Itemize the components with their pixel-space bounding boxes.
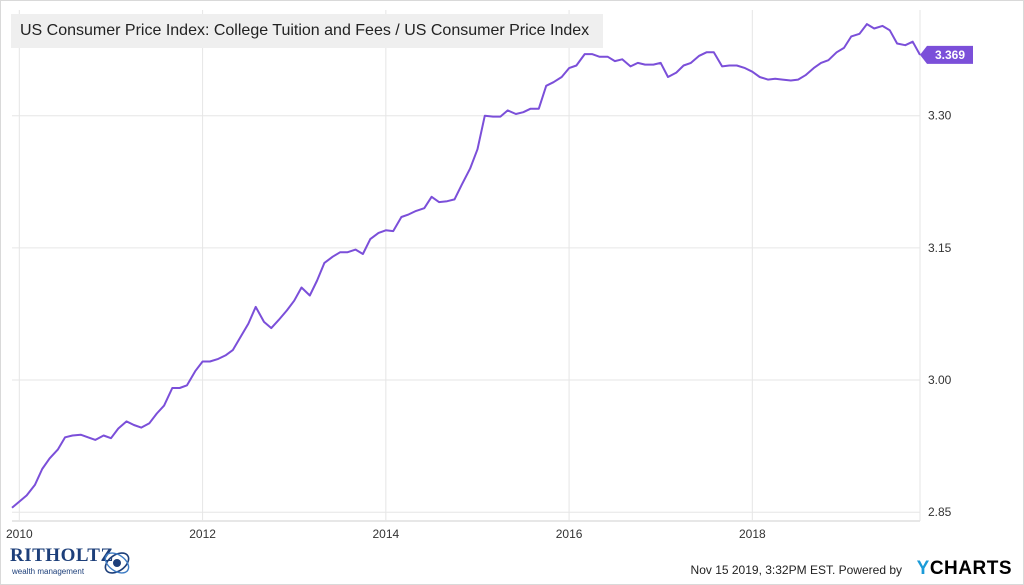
logo-emblem-icon: [104, 552, 130, 574]
ycharts-logo-y: Y: [916, 558, 930, 579]
last-value-badge: [920, 45, 973, 64]
series-layer: [11, 23, 921, 509]
series-line-0: [11, 23, 921, 509]
y-tick-label: 2.85: [928, 505, 952, 519]
x-tick-label: 2018: [739, 527, 766, 541]
timestamp-text: Nov 15 2019, 3:32PM EST.: [690, 563, 836, 577]
footer-timestamp: Nov 15 2019, 3:32PM EST. Powered by: [691, 563, 902, 577]
y-tick-label: 3.30: [928, 109, 952, 123]
chart-title: US Consumer Price Index: College Tuition…: [11, 14, 604, 48]
y-tick-label: 3.15: [928, 241, 952, 255]
last-value-badge-layer: 3.369: [920, 45, 973, 64]
y-tick-label: 3.00: [928, 373, 952, 387]
powered-by-text: Powered by: [838, 563, 902, 577]
ycharts-logo[interactable]: YCHARTS: [917, 558, 1012, 580]
logo-wordmark: RITHOLTZ: [10, 545, 114, 566]
gridlines: [12, 10, 921, 522]
logo-tagline: wealth management: [12, 567, 85, 576]
last-value-label: 3.369: [935, 48, 965, 62]
x-tick-label: 2012: [189, 527, 216, 541]
x-axis-ticks: 2010 2012 2014 2016 2018: [6, 527, 766, 541]
x-tick-label: 2016: [556, 527, 583, 541]
ritholtz-logo: RITHOLTZ wealth management: [8, 545, 138, 581]
x-tick-label: 2010: [6, 527, 33, 541]
y-axis-ticks: 2.85 3.00 3.15 3.30: [928, 109, 952, 519]
x-tick-label: 2014: [372, 527, 399, 541]
ycharts-logo-text: CHARTS: [929, 558, 1012, 579]
